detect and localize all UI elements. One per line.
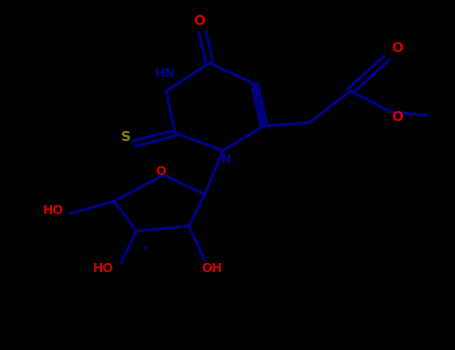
Text: HO: HO (93, 262, 114, 275)
Text: O: O (155, 165, 166, 178)
Text: O: O (193, 14, 205, 28)
Text: O: O (391, 41, 403, 55)
Text: HN: HN (155, 67, 176, 80)
Text: HO: HO (43, 204, 64, 217)
Text: OH: OH (201, 262, 222, 275)
Text: N: N (221, 153, 231, 166)
Text: O: O (391, 110, 403, 124)
Text: S: S (121, 130, 131, 144)
